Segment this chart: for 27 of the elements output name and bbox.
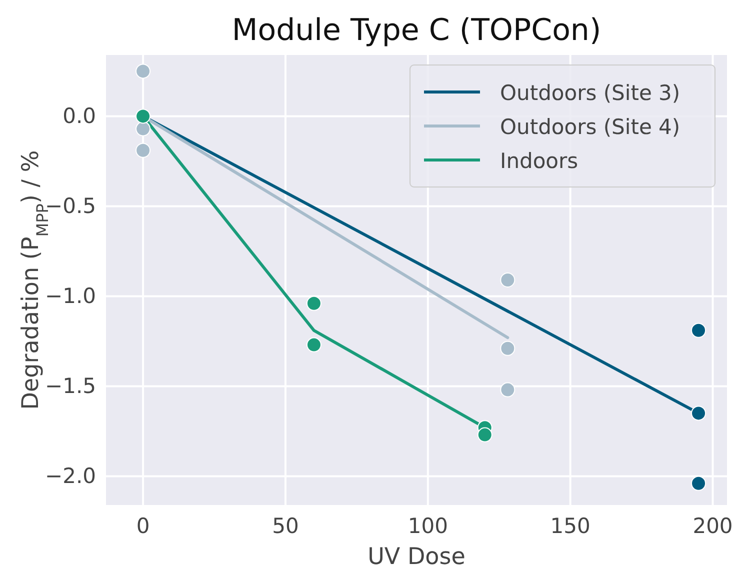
point [500,382,516,398]
y-tick-label: 0.0 [62,104,96,128]
point [136,108,151,124]
x-tick-label: 0 [136,514,150,538]
point [691,476,706,491]
point [500,340,516,356]
chart-title: Module Type C (TOPCon) [232,13,602,48]
y-tick-label: −2.0 [45,464,96,488]
x-axis-title: UV Dose [368,544,466,570]
point [136,121,151,136]
point [477,427,492,442]
point [136,142,151,158]
legend-label: Indoors [500,149,578,173]
point [136,64,151,79]
y-tick-label: −1.0 [45,284,96,308]
legend-label: Outdoors (Site 3) [500,81,680,105]
x-tick-label: 50 [272,514,299,538]
x-tick-label: 200 [692,514,733,538]
point [306,296,322,311]
y-tick-label: −1.5 [45,374,96,398]
x-tick-label: 150 [550,514,590,538]
legend-label: Outdoors (Site 4) [500,115,680,139]
point [691,322,706,338]
x-tick-label: 100 [408,514,448,538]
point [306,337,322,352]
point [691,406,706,421]
point [500,272,516,288]
